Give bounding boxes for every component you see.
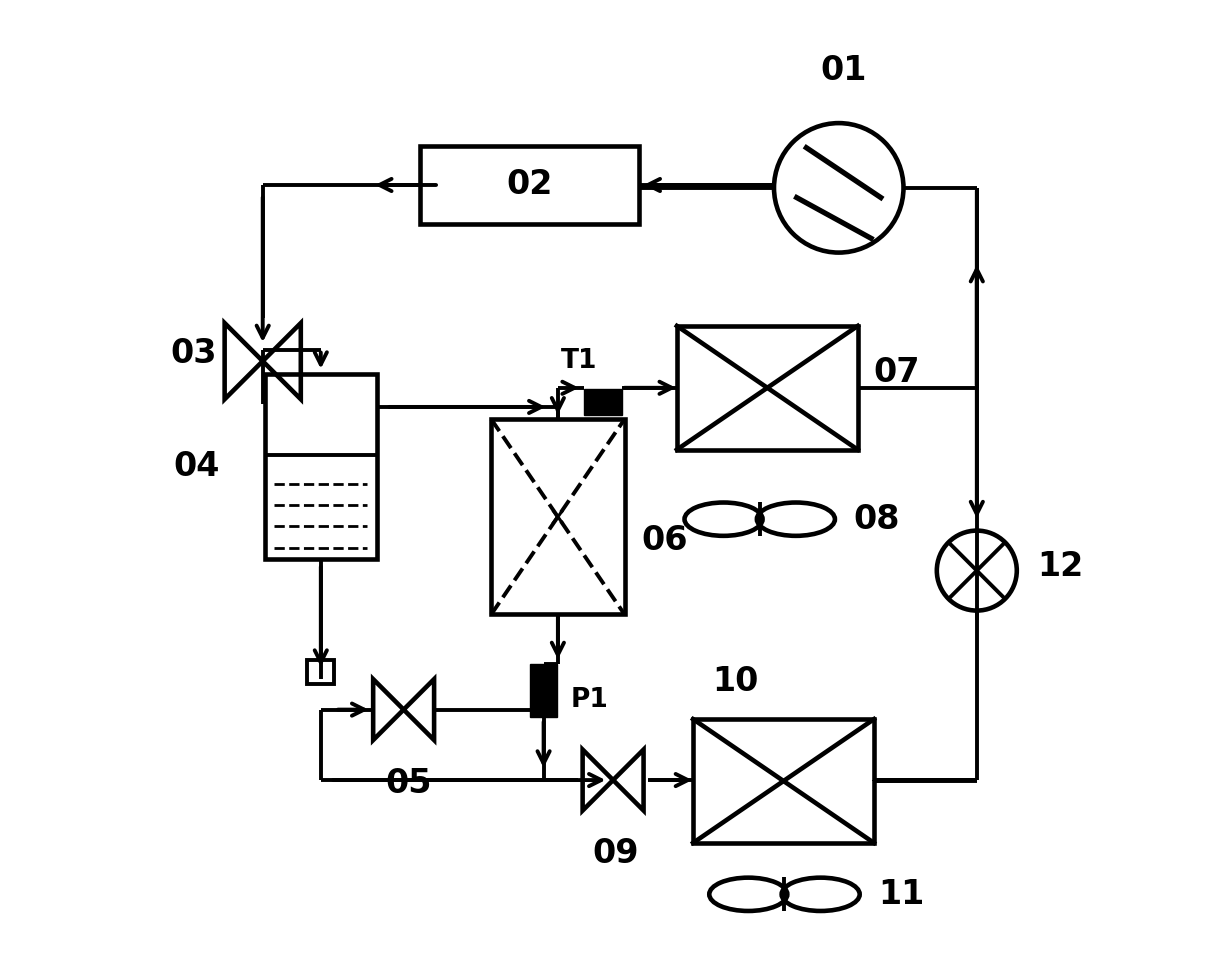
Text: 12: 12 — [1038, 551, 1084, 583]
Text: x: x — [551, 507, 565, 526]
Bar — [692, 719, 875, 843]
Text: T1: T1 — [561, 348, 597, 374]
Bar — [491, 419, 625, 614]
Text: 04: 04 — [173, 450, 219, 483]
Text: 03: 03 — [170, 337, 216, 370]
Text: P1: P1 — [571, 687, 608, 713]
Bar — [308, 660, 335, 684]
Text: 01: 01 — [820, 54, 867, 87]
Bar — [419, 146, 638, 224]
Text: 05: 05 — [385, 767, 432, 800]
Text: 06: 06 — [642, 524, 688, 556]
Text: 02: 02 — [506, 168, 552, 202]
Bar — [530, 664, 557, 717]
Text: 08: 08 — [854, 502, 899, 536]
Text: 11: 11 — [878, 878, 924, 911]
Text: 09: 09 — [593, 838, 640, 870]
Text: 10: 10 — [712, 666, 759, 698]
Text: 07: 07 — [873, 356, 920, 389]
Bar — [264, 374, 376, 559]
Bar — [676, 326, 857, 450]
Bar — [583, 388, 621, 415]
